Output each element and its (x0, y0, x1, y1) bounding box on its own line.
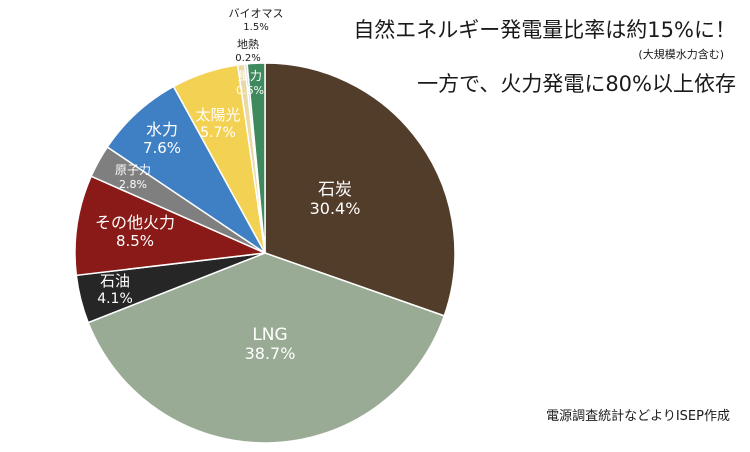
slice-value-label: 0.2% (235, 53, 260, 64)
slice-label: 風力 (238, 69, 262, 83)
pie-slice (246, 62, 266, 254)
slice-label: バイオマス (229, 7, 284, 20)
source-note: 電源調査統計などよりISEP作成 (546, 409, 730, 424)
slice-label: その他火力 (95, 213, 175, 232)
pie-slices (74, 62, 456, 444)
slice-value-label: 1.5% (243, 22, 268, 33)
pie-slice (87, 252, 446, 444)
slice-value-label: 8.5% (116, 232, 154, 250)
slice-value-label: 0.6% (236, 84, 264, 97)
slice-value-label: 2.8% (119, 178, 147, 191)
slice-label: 石炭 (318, 180, 352, 200)
slice-label: LNG (252, 325, 287, 345)
chart-subtitle: 一方で、火力発電に80%以上依存 (417, 72, 736, 96)
slice-value-label: 4.1% (97, 291, 133, 307)
slice-label: 石油 (100, 272, 130, 290)
slice-value-label: 5.7% (200, 125, 236, 141)
pie-slice (264, 62, 456, 317)
slice-label: 原子力 (115, 163, 151, 177)
slice-label: 太陽光 (195, 106, 240, 124)
slice-value-label: 38.7% (245, 344, 296, 363)
slice-value-label: 30.4% (310, 199, 361, 218)
chart-title-note: (大規模水力含む) (638, 48, 724, 61)
slice-label: 水力 (146, 120, 178, 139)
slice-value-label: 7.6% (143, 139, 181, 157)
pie-slice (74, 175, 268, 277)
slice-label: 地熱 (237, 38, 259, 51)
chart-title: 自然エネルギー発電量比率は約15%に！ (353, 18, 736, 42)
